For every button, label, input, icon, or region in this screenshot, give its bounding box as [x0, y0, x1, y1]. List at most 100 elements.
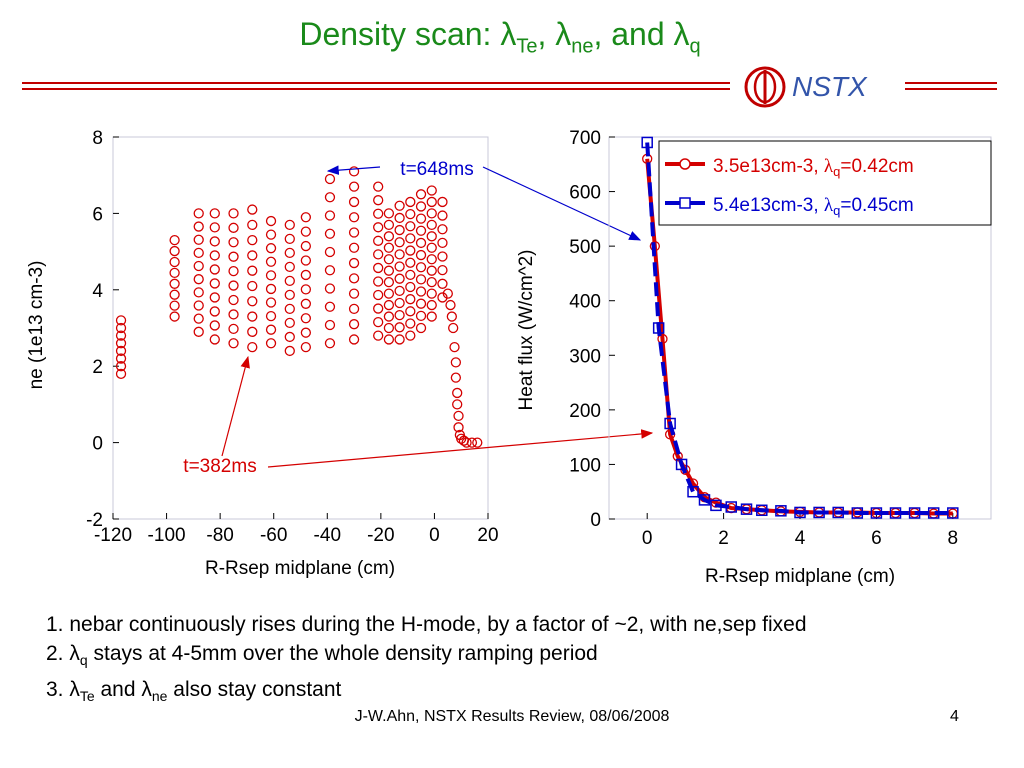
left-data-point — [348, 319, 360, 330]
bullet-list: 1. nebar continuously rises during the H… — [46, 610, 807, 711]
left-data-point — [348, 212, 360, 223]
left-data-point — [324, 173, 336, 185]
left-data-point — [247, 326, 258, 337]
left-data-point — [265, 297, 277, 308]
left-data-point — [193, 287, 204, 298]
footer-text: J-W.Ahn, NSTX Results Review, 08/06/2008 — [354, 708, 670, 725]
left-data-point — [383, 311, 395, 322]
left-data-point — [284, 289, 295, 301]
left-data-point — [448, 322, 459, 334]
left-x-axis-label: R-Rsep midplane (cm) — [205, 558, 395, 579]
left-data-point — [247, 204, 258, 215]
left-data-point — [383, 219, 395, 231]
left-data-point — [426, 288, 437, 299]
left-data-point — [437, 265, 448, 276]
series-2-point — [698, 494, 711, 506]
left-x-tick-label: -60 — [260, 525, 287, 546]
left-data-point — [405, 221, 416, 232]
left-data-point — [324, 192, 336, 203]
left-data-point — [193, 300, 204, 311]
left-data-point — [373, 276, 384, 287]
left-data-point — [437, 210, 448, 221]
left-data-point — [405, 269, 416, 281]
left-data-point — [228, 280, 239, 291]
left-data-point — [415, 322, 427, 334]
left-data-point — [373, 316, 384, 328]
left-data-point — [383, 265, 395, 276]
left-data-point — [300, 212, 312, 223]
title-lambda-te: λ — [500, 16, 517, 52]
left-x-tick-label: -80 — [206, 525, 233, 546]
left-data-point — [193, 234, 204, 245]
left-data-point — [324, 301, 336, 312]
left-data-point — [472, 437, 483, 448]
title-separator: , — [537, 16, 556, 52]
arrow-t648-right — [482, 166, 642, 241]
left-data-point — [405, 233, 416, 244]
left-data-point — [324, 319, 336, 331]
left-data-point — [284, 233, 295, 245]
left-data-point — [405, 281, 416, 293]
title-lambda-ne: λ — [555, 16, 572, 52]
left-data-point — [284, 345, 295, 357]
left-data-point — [228, 265, 239, 277]
left-data-point — [300, 327, 312, 338]
left-data-point — [300, 255, 312, 266]
right-y-tick-label: 600 — [569, 183, 601, 204]
left-data-point — [415, 237, 427, 249]
left-data-point — [348, 303, 360, 315]
series-2-point — [889, 507, 902, 519]
left-data-point — [265, 310, 277, 322]
series-2-point — [832, 506, 844, 519]
title-sub-ne: ne — [571, 35, 594, 58]
right-y-tick-label: 700 — [569, 128, 601, 149]
left-data-point — [193, 260, 204, 272]
left-data-point — [394, 261, 405, 272]
arrow-t648-left — [326, 165, 381, 175]
left-data-point — [415, 249, 427, 261]
left-data-point — [228, 309, 239, 320]
right-x-tick-label: 2 — [718, 528, 729, 549]
left-data-point — [426, 277, 437, 288]
left-data-point — [453, 410, 464, 422]
right-y-tick-label: 100 — [569, 455, 601, 476]
left-data-point — [415, 262, 427, 273]
left-data-point — [284, 261, 295, 273]
left-data-point — [373, 303, 384, 314]
left-data-point — [405, 208, 416, 220]
right-y-tick-label: 0 — [590, 510, 601, 531]
left-data-point — [169, 245, 180, 257]
left-y-tick-label: 0 — [92, 434, 103, 455]
left-data-point — [115, 330, 127, 341]
left-data-point — [324, 228, 336, 239]
left-data-point — [383, 242, 395, 253]
left-data-point — [265, 256, 277, 267]
series-2-point — [813, 506, 825, 519]
left-data-point — [426, 219, 437, 231]
right-y-tick-label: 300 — [569, 346, 601, 367]
left-data-point — [449, 341, 460, 353]
left-data-point — [169, 256, 180, 268]
left-data-point — [169, 278, 180, 289]
left-data-point — [247, 234, 258, 246]
header-rule-right — [905, 82, 997, 90]
left-data-point — [466, 437, 478, 448]
left-data-point — [405, 245, 416, 256]
series-2-point — [652, 322, 665, 334]
left-y-tick-label: 2 — [92, 357, 103, 378]
left-data-point — [373, 289, 384, 301]
left-x-tick-label: -120 — [94, 525, 132, 546]
left-data-point — [426, 208, 437, 219]
left-data-point — [348, 257, 360, 269]
left-data-point — [437, 196, 448, 208]
left-data-point — [115, 322, 127, 334]
series-2-point — [775, 505, 787, 517]
left-data-point — [169, 267, 180, 279]
left-data-point — [450, 357, 462, 368]
series-2-point — [740, 503, 753, 515]
left-data-point — [373, 181, 384, 192]
left-data-point — [394, 237, 405, 248]
title-sub-te: Te — [516, 35, 538, 58]
